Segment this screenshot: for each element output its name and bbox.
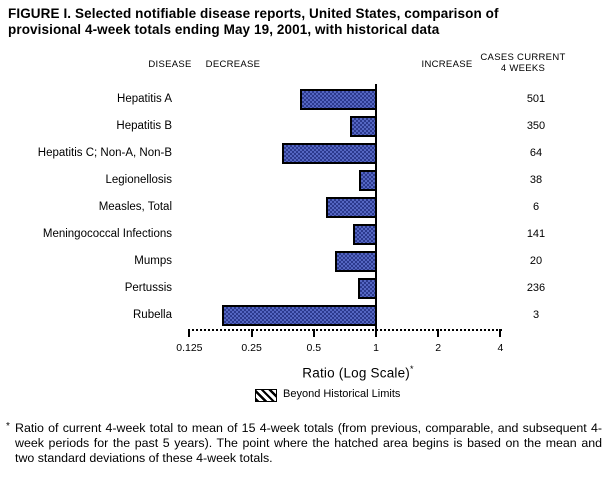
disease-label: Hepatitis B [116,120,172,132]
disease-label: Legionellosis [105,174,173,186]
ratio-bar [350,116,377,137]
x-axis-tick [250,329,253,337]
cases-value: 3 [532,309,540,321]
disease-label: Meningococcal Infections [42,228,172,240]
ratio-bar [352,224,377,245]
cases-value: 6 [532,201,540,213]
x-axis-tick-label: 2 [435,342,442,354]
x-axis-title-text: Ratio (Log Scale) [302,365,410,381]
x-axis-tick [312,329,315,337]
x-axis-title-footnote-marker: * [410,364,414,374]
x-axis-line [188,329,502,331]
x-axis-tick [375,329,377,337]
figure-title: FIGURE I. Selected notifiable disease re… [8,6,588,38]
cases-value: 38 [529,174,543,186]
ratio-bar [300,89,377,110]
disease-label: Pertussis [124,282,172,294]
column-header-decrease: DECREASE [205,59,261,70]
baseline-ratio-1-line [375,84,377,332]
footnote-marker: * [6,421,10,432]
ratio-bar [325,197,377,218]
column-header-increase: INCREASE [421,59,473,70]
cases-value: 64 [529,147,543,159]
x-axis-tick-label: 0.25 [241,342,262,354]
cases-value: 236 [526,282,546,294]
ratio-bar [222,305,377,326]
x-axis-tick-label: 0.125 [176,342,203,354]
hatched-legend-swatch [255,389,277,402]
x-axis-tick-label: 1 [373,342,379,354]
column-header-cases-line2: 4 WEEKS [500,63,546,74]
column-header-cases-line1: CASES CURRENT [480,52,566,63]
x-axis-tick-label: 4 [497,342,504,354]
footnote: * Ratio of current 4-week total to mean … [5,421,602,466]
disease-label: Rubella [133,309,172,321]
cases-value: 20 [529,255,543,267]
ratio-bar [334,251,377,272]
legend-label: Beyond Historical Limits [283,388,401,400]
figure-title-line2: provisional 4-week totals ending May 19,… [8,22,440,37]
figure-title-line1: FIGURE I. Selected notifiable disease re… [8,6,499,21]
cases-value: 350 [526,120,546,132]
cases-value: 501 [526,93,546,105]
x-axis-title: Ratio (Log Scale)* [258,364,458,381]
cases-value: 141 [526,228,546,240]
column-header-disease: DISEASE [148,59,192,70]
footnote-text: Ratio of current 4-week total to mean of… [15,421,602,465]
x-axis-tick-label: 0.5 [306,342,322,354]
x-axis-tick [188,329,191,337]
x-axis-tick [499,329,502,337]
disease-label: Mumps [134,255,172,267]
x-axis-tick [437,329,440,337]
disease-label: Hepatitis A [117,93,172,105]
ratio-bar [281,143,377,164]
disease-label: Measles, Total [98,201,172,213]
disease-label: Hepatitis C; Non-A, Non-B [37,147,172,159]
